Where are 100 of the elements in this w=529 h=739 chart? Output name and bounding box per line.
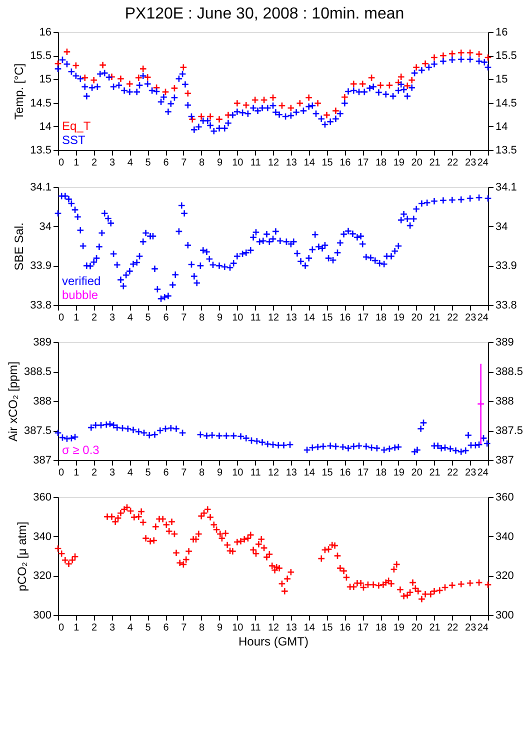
series-label: verified bbox=[62, 274, 101, 288]
point bbox=[278, 102, 286, 110]
point bbox=[184, 90, 192, 98]
x-tick-label: 2 bbox=[92, 158, 98, 168]
y-tick-label: 387 bbox=[33, 454, 52, 466]
point bbox=[466, 48, 474, 57]
x-tick-label: 3 bbox=[109, 312, 116, 324]
x-tick-label: 1 bbox=[74, 468, 80, 478]
y-tick-label: 15 bbox=[39, 74, 52, 86]
x-tick-label: 7 bbox=[181, 622, 188, 634]
x-tick-label: 15 bbox=[322, 622, 334, 634]
y-tick-label: 387.5 bbox=[24, 425, 52, 437]
x-tick-label: 6 bbox=[163, 622, 170, 634]
x-tick-label: 13 bbox=[286, 312, 298, 324]
point bbox=[215, 116, 224, 124]
point bbox=[72, 62, 80, 70]
point bbox=[287, 104, 295, 112]
x-tick-label: 20 bbox=[411, 158, 423, 168]
x-tick-label: 14 bbox=[304, 312, 316, 324]
x-tick-label: 10 bbox=[232, 312, 244, 324]
x-tick-label: 15 bbox=[322, 312, 334, 324]
x-tick-label: 14 bbox=[304, 158, 316, 168]
x-tick-label: 21 bbox=[429, 622, 441, 634]
x-tick-label: 4 bbox=[127, 468, 134, 478]
x-tick-label: 8 bbox=[199, 622, 206, 634]
y-tick-label: 16 bbox=[39, 26, 52, 38]
x-tick-label: 19 bbox=[393, 622, 405, 634]
x-tick-label: 23 bbox=[465, 622, 477, 634]
y2-tick-label: 387 bbox=[496, 454, 514, 466]
y-tick-label: 340 bbox=[33, 530, 52, 543]
y-axis-title: Air xCO₂ [ppm] bbox=[6, 361, 20, 442]
x-tick-label: 22 bbox=[447, 468, 459, 478]
text: σ ≥ 0.3 bbox=[62, 443, 100, 457]
point bbox=[475, 50, 483, 58]
x-tick-label: 9 bbox=[216, 312, 223, 324]
x-tick-label: 21 bbox=[429, 312, 441, 324]
x-tick-label: 22 bbox=[447, 312, 459, 324]
x-tick-label: 1 bbox=[74, 312, 80, 324]
x-tick-label: 0 bbox=[58, 468, 64, 478]
x-tick-label: 5 bbox=[145, 158, 152, 168]
x-tick-label: 0 bbox=[58, 622, 64, 634]
y-tick-label: 388 bbox=[33, 396, 52, 408]
y2-tick-label: 15.5 bbox=[496, 50, 517, 62]
x-tick-label: 19 bbox=[393, 158, 405, 168]
x-tick-label: 13 bbox=[286, 468, 298, 478]
x-tick-label: 19 bbox=[393, 468, 405, 478]
x-tick-label: 3 bbox=[109, 622, 116, 634]
x-tick-label: 16 bbox=[340, 622, 352, 634]
x-tick-label: 19 bbox=[393, 312, 405, 324]
x-tick-label: 18 bbox=[375, 468, 387, 478]
x-tick-label: 17 bbox=[358, 622, 370, 634]
x-tick-label: 4 bbox=[127, 158, 134, 168]
y2-tick-label: 387.5 bbox=[496, 425, 524, 437]
x-tick-label: 5 bbox=[145, 468, 152, 478]
y-tick-label: 13.5 bbox=[30, 144, 52, 156]
x-tick-label: 20 bbox=[411, 468, 423, 478]
point bbox=[457, 48, 465, 57]
x-tick-label: 1 bbox=[74, 158, 80, 168]
y2-tick-label: 388 bbox=[496, 396, 514, 408]
point bbox=[358, 80, 366, 88]
x-tick-label: 12 bbox=[268, 158, 280, 168]
x-tick-label: 12 bbox=[268, 468, 280, 478]
x-tick-label: 2 bbox=[92, 468, 98, 478]
point bbox=[397, 73, 405, 81]
x-tick-label: 24 bbox=[477, 468, 489, 478]
point bbox=[206, 112, 214, 120]
point bbox=[322, 111, 331, 119]
x-tick-label: 17 bbox=[358, 468, 370, 478]
point bbox=[439, 52, 448, 60]
text: Eq_T bbox=[62, 119, 92, 133]
x-tick-label: 5 bbox=[145, 312, 152, 324]
y2-tick-label: 14 bbox=[496, 120, 508, 133]
point bbox=[376, 82, 384, 90]
x-tick-label: 2 bbox=[92, 622, 98, 634]
point bbox=[340, 93, 348, 101]
x-tick-label: 10 bbox=[232, 622, 244, 634]
x-tick-label: 20 bbox=[411, 312, 423, 324]
y-tick-label: 33.9 bbox=[30, 260, 52, 272]
y2-tick-label: 340 bbox=[496, 530, 514, 543]
point bbox=[386, 82, 394, 90]
y-tick-label: 389 bbox=[33, 336, 52, 348]
x-tick-label: 11 bbox=[250, 158, 262, 168]
point bbox=[296, 99, 304, 108]
x-tick-label: 7 bbox=[181, 158, 188, 168]
point bbox=[368, 74, 376, 82]
point bbox=[260, 96, 268, 104]
y2-tick-label: 13.5 bbox=[496, 144, 517, 156]
y-tick-label: 320 bbox=[33, 570, 52, 582]
x-tick-label: 9 bbox=[216, 468, 223, 478]
x-tick-label: 21 bbox=[429, 468, 441, 478]
x-tick-label: 14 bbox=[304, 622, 316, 634]
point bbox=[198, 112, 206, 120]
y-tick-label: 33.8 bbox=[30, 300, 52, 312]
x-tick-label: 16 bbox=[340, 158, 352, 168]
point bbox=[314, 99, 322, 108]
y-tick-label: 34 bbox=[39, 220, 52, 233]
y-tick-label: 14 bbox=[39, 120, 52, 133]
point bbox=[134, 74, 142, 82]
x-tick-label: 21 bbox=[429, 158, 441, 168]
x-axis-title: Hours (GMT) bbox=[238, 634, 308, 648]
